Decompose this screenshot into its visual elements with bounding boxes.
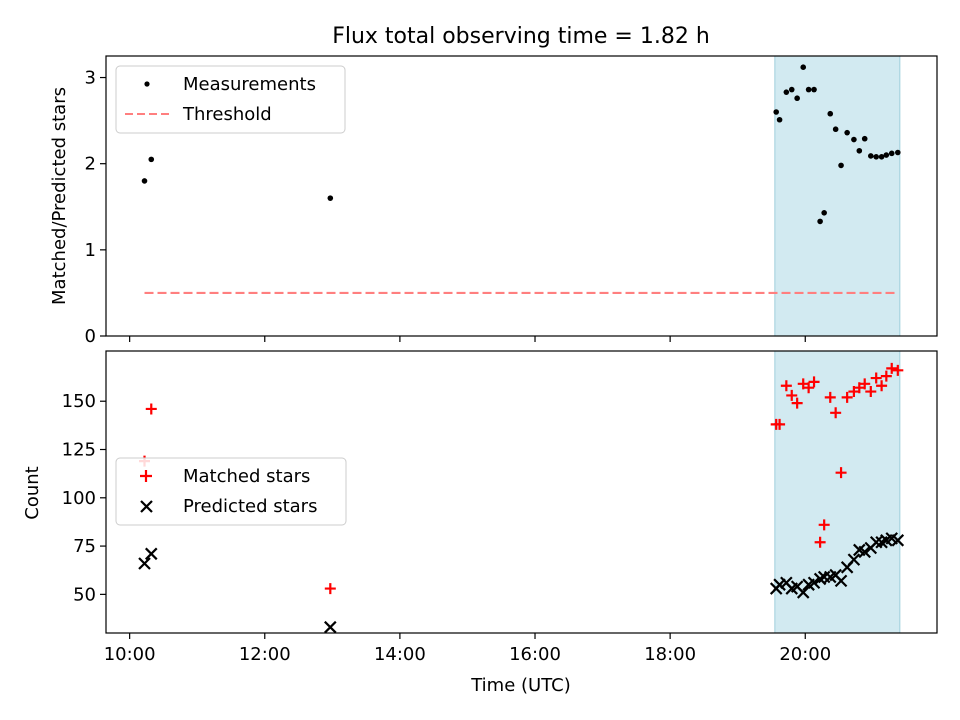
measurement-point xyxy=(817,218,823,225)
y-tick-label: 1 xyxy=(85,240,96,261)
x-tick-label: 20:00 xyxy=(779,644,831,665)
y-tick-label: 3 xyxy=(85,68,96,89)
matched-star-point xyxy=(870,372,882,384)
predicted-star-point xyxy=(807,576,821,590)
matched-star-point xyxy=(808,376,820,388)
measurement-point xyxy=(888,150,895,157)
bottom-panel: 50 75 100 125 150 10:00 12:00 14:00 16:00 18:00 2… xyxy=(22,350,938,696)
predicted-star-point xyxy=(144,547,158,561)
legend-measurements-marker xyxy=(144,81,150,87)
matched-star-point xyxy=(830,407,842,419)
bottom-series-marks xyxy=(138,362,905,634)
matched-star-point xyxy=(880,370,892,382)
x-tick-label: 14:00 xyxy=(374,644,426,665)
y-tick-label: 150 xyxy=(62,391,96,412)
measurement-point xyxy=(811,86,817,93)
predicted-star-point xyxy=(858,545,871,559)
y-tick-label: 75 xyxy=(73,536,96,557)
top-x-ticks xyxy=(129,336,806,342)
predicted-star-point xyxy=(138,557,151,570)
matched-star-point xyxy=(876,380,888,392)
x-tick-label: 10:00 xyxy=(104,644,156,665)
y-tick-label: 50 xyxy=(73,584,96,605)
top-legend-box xyxy=(115,65,346,134)
y-tick-label: 2 xyxy=(85,154,96,175)
measurement-point xyxy=(873,154,879,160)
measurement-point xyxy=(783,89,790,95)
predicted-star-point xyxy=(891,534,905,547)
legend-predicted-marker xyxy=(140,500,153,513)
matched-star-point xyxy=(780,380,792,392)
x-tick-label: 16:00 xyxy=(509,644,561,665)
top-panel: 0 1 2 3 Matched/Predicted stars Measurement… xyxy=(49,55,938,347)
legend-threshold-label: Threshold xyxy=(182,104,272,125)
measurement-point xyxy=(878,154,885,160)
measurement-point xyxy=(832,126,839,133)
matched-star-point xyxy=(774,418,786,430)
y-tick-label: 100 xyxy=(62,488,96,509)
predicted-star-point xyxy=(869,535,883,549)
measurement-point xyxy=(856,147,863,154)
top-y-axis-label: Matched/Predicted stars xyxy=(49,87,70,305)
matched-star-point xyxy=(835,467,847,479)
top-shaded-span xyxy=(774,55,901,337)
measurement-point xyxy=(773,109,780,115)
measurement-point xyxy=(895,149,901,156)
top-y-ticks: 0 1 2 3 xyxy=(85,68,106,347)
matched-star-point xyxy=(324,583,336,595)
x-tick-label: 18:00 xyxy=(644,644,696,665)
matched-star-point xyxy=(145,403,157,415)
measurement-point xyxy=(883,152,890,158)
matched-star-point xyxy=(865,386,877,398)
measurement-point xyxy=(327,195,334,201)
bottom-axes-frame xyxy=(105,350,938,634)
top-legend: Measurements Threshold xyxy=(115,65,346,134)
top-axes-frame xyxy=(105,55,938,337)
matched-star-point xyxy=(786,389,798,401)
predicted-star-point xyxy=(796,586,810,599)
measurement-point xyxy=(148,156,155,163)
predicted-star-point xyxy=(847,553,861,566)
measurement-point xyxy=(844,129,850,136)
measurement-point xyxy=(851,136,857,143)
x-axis-label: Time (UTC) xyxy=(470,675,571,696)
bottom-y-axis-label: Count xyxy=(22,466,43,519)
measurement-point xyxy=(821,210,827,216)
bottom-legend-box xyxy=(115,457,347,526)
bottom-y-ticks: 50 75 100 125 150 xyxy=(62,391,106,605)
bottom-legend: Matched stars Predicted stars xyxy=(115,457,347,526)
matched-star-point xyxy=(892,364,904,376)
matched-star-point xyxy=(818,519,830,531)
measurement-point xyxy=(861,135,868,142)
y-tick-label: 125 xyxy=(62,440,96,461)
measurement-point xyxy=(867,153,874,159)
legend-measurements-label: Measurements xyxy=(183,74,316,95)
predicted-star-point xyxy=(324,620,337,634)
matched-star-point xyxy=(824,391,836,403)
chart-title: Flux total observing time = 1.82 h xyxy=(332,24,710,49)
predicted-star-point xyxy=(834,574,848,588)
x-tick-label: 12:00 xyxy=(239,644,291,665)
measurement-point xyxy=(776,116,783,123)
legend-matched-label: Matched stars xyxy=(183,466,310,487)
measurement-point xyxy=(141,178,148,184)
y-tick-label: 0 xyxy=(85,326,96,347)
matched-star-point xyxy=(814,536,826,548)
measurement-point xyxy=(794,95,800,102)
matched-star-point xyxy=(859,378,871,390)
matched-star-point xyxy=(803,382,815,394)
matched-star-point xyxy=(886,362,898,374)
bottom-x-ticks: 10:00 12:00 14:00 16:00 18:00 20:00 xyxy=(104,633,831,665)
matched-star-point xyxy=(791,397,803,409)
measurement-point xyxy=(805,86,812,93)
measurement-point xyxy=(788,86,795,93)
measurement-point xyxy=(827,110,834,117)
legend-matched-marker xyxy=(140,470,152,482)
top-series-marks xyxy=(141,64,901,295)
matched-star-point xyxy=(841,391,853,403)
legend-predicted-label: Predicted stars xyxy=(183,496,317,517)
measurement-point xyxy=(800,64,807,70)
measurement-point xyxy=(838,162,844,169)
